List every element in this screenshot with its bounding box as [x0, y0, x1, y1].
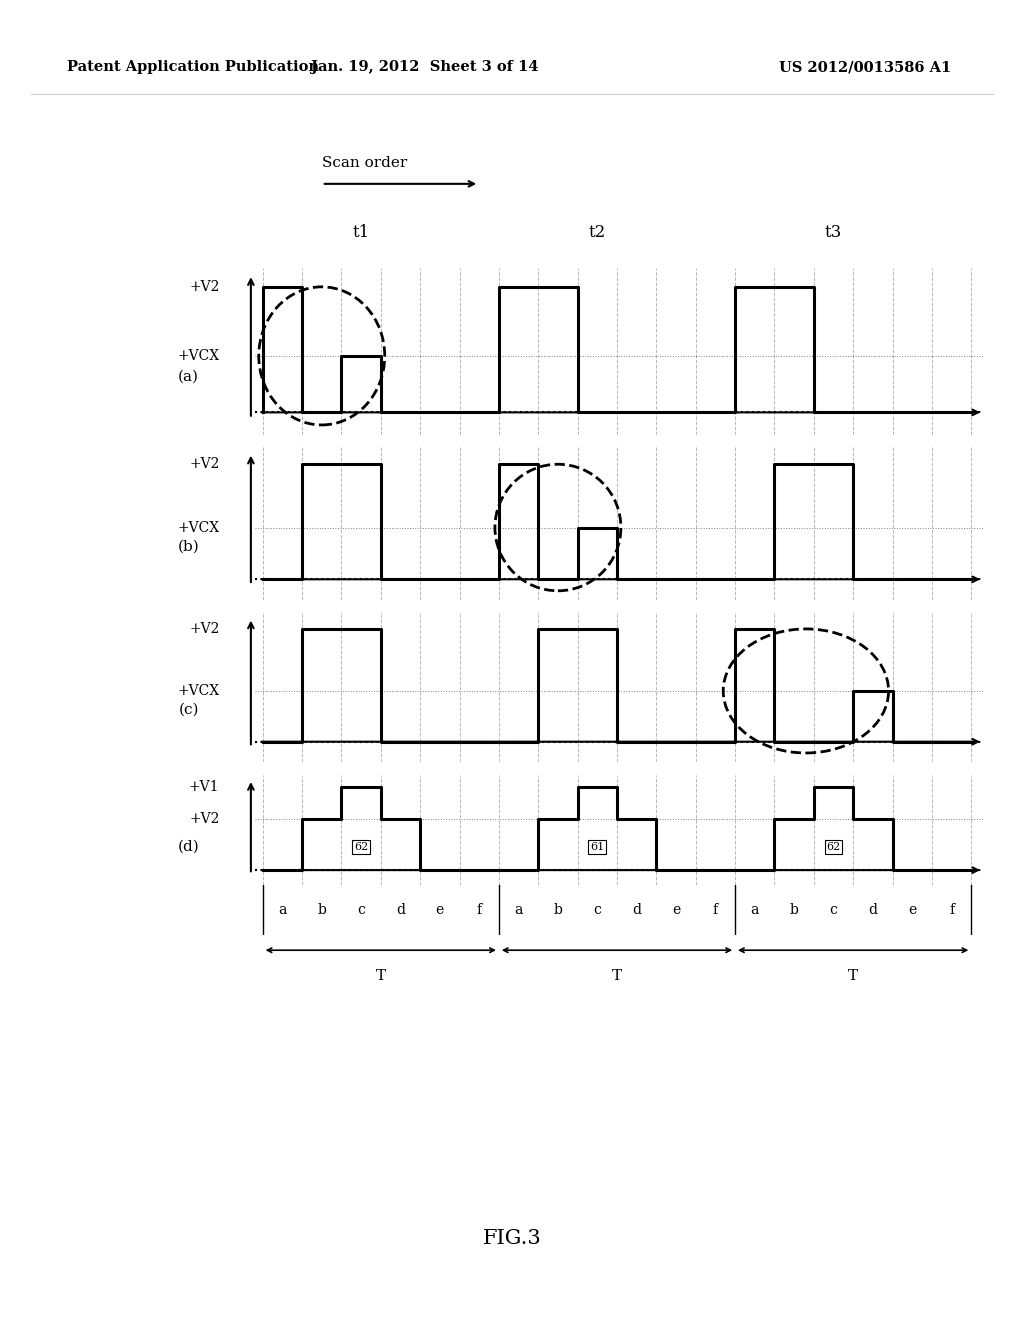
Text: f: f	[949, 903, 954, 917]
Text: d: d	[868, 903, 878, 917]
Text: T: T	[848, 969, 858, 983]
Text: Patent Application Publication: Patent Application Publication	[67, 61, 318, 74]
Text: (a): (a)	[178, 370, 199, 384]
Text: b: b	[790, 903, 799, 917]
Text: +V2: +V2	[189, 622, 219, 636]
Text: f: f	[713, 903, 718, 917]
Text: b: b	[317, 903, 327, 917]
Text: c: c	[357, 903, 365, 917]
Text: c: c	[593, 903, 601, 917]
Text: t1: t1	[352, 224, 370, 242]
Text: US 2012/0013586 A1: US 2012/0013586 A1	[779, 61, 951, 74]
Text: +VCX: +VCX	[177, 520, 219, 535]
Text: (c): (c)	[178, 702, 199, 717]
Text: Scan order: Scan order	[322, 157, 407, 170]
Text: b: b	[554, 903, 562, 917]
Text: c: c	[829, 903, 838, 917]
Text: T: T	[612, 969, 622, 983]
Text: (b): (b)	[178, 540, 200, 553]
Text: +V2: +V2	[189, 457, 219, 471]
Text: Jan. 19, 2012  Sheet 3 of 14: Jan. 19, 2012 Sheet 3 of 14	[311, 61, 539, 74]
Text: a: a	[751, 903, 759, 917]
Text: FIG.3: FIG.3	[482, 1229, 542, 1247]
Text: a: a	[514, 903, 522, 917]
Text: (d): (d)	[178, 840, 200, 854]
Text: d: d	[396, 903, 404, 917]
Text: +VCX: +VCX	[177, 684, 219, 698]
Text: a: a	[279, 903, 287, 917]
Text: e: e	[672, 903, 680, 917]
Text: +V2: +V2	[189, 280, 219, 294]
Text: t3: t3	[825, 224, 842, 242]
Text: 62: 62	[354, 842, 369, 851]
Text: 61: 61	[590, 842, 604, 851]
Text: +VCX: +VCX	[177, 348, 219, 363]
Text: e: e	[435, 903, 444, 917]
Text: e: e	[908, 903, 916, 917]
Text: d: d	[632, 903, 641, 917]
Text: 62: 62	[826, 842, 841, 851]
Text: +V2: +V2	[189, 812, 219, 826]
Text: T: T	[376, 969, 386, 983]
Text: f: f	[476, 903, 481, 917]
Text: t2: t2	[589, 224, 606, 242]
Text: +V1: +V1	[188, 780, 219, 795]
